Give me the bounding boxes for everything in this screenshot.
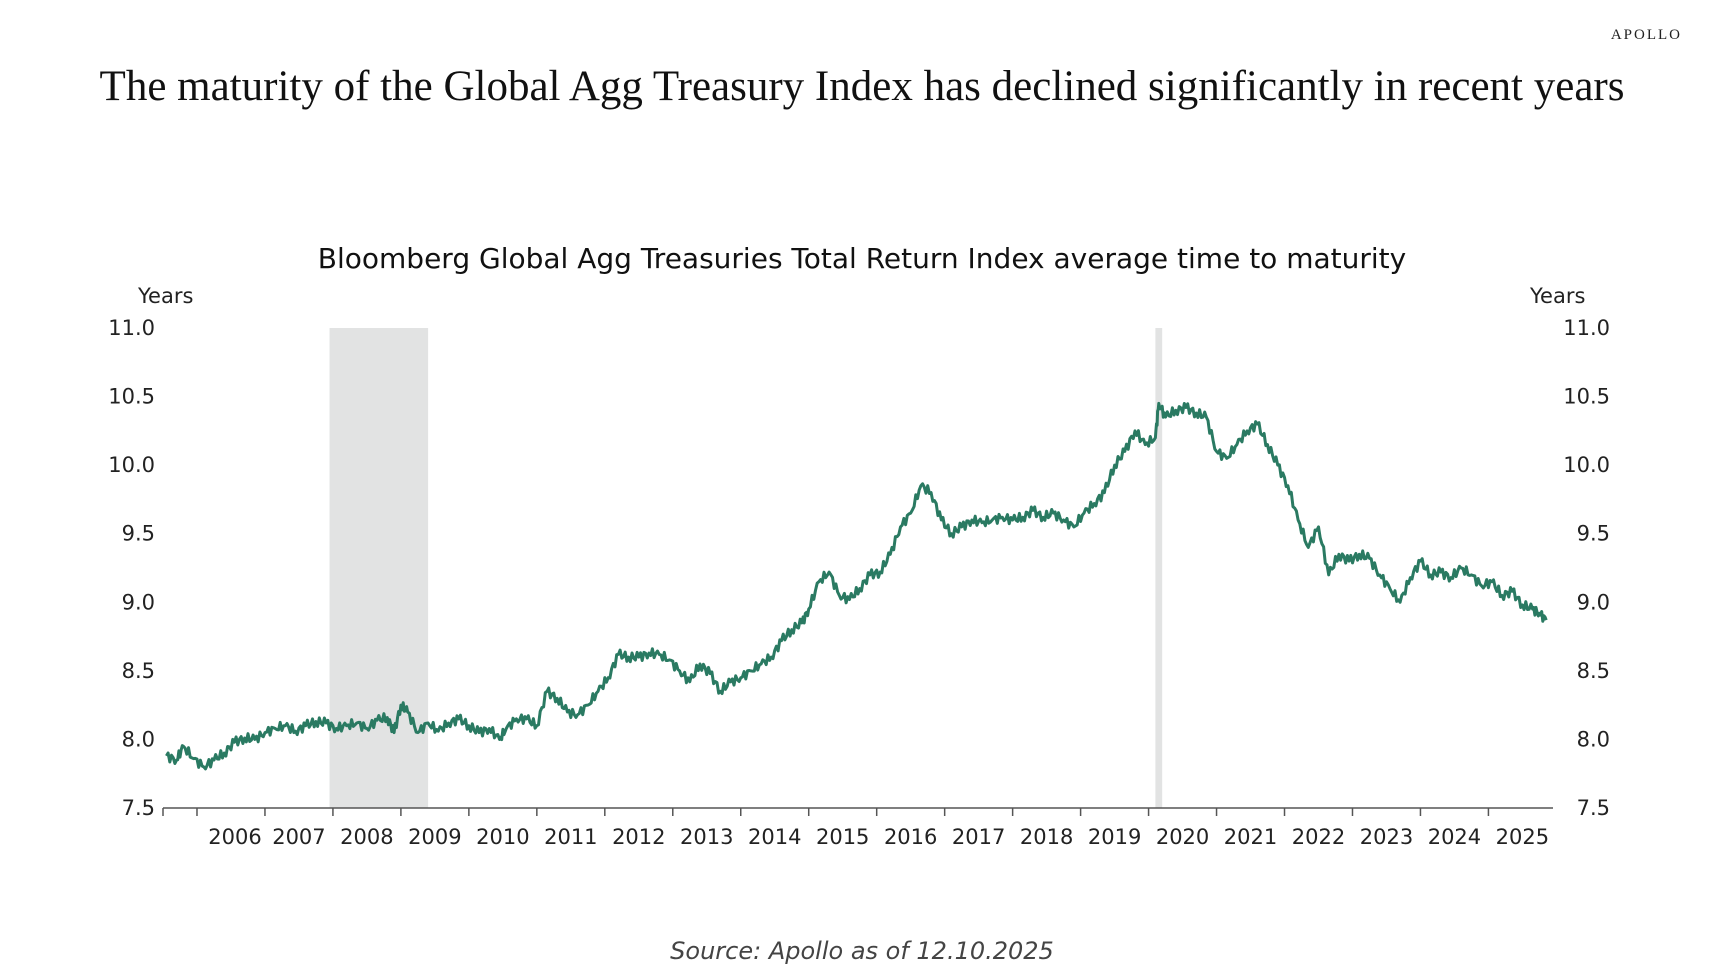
y-tick-label-left: 8.0	[122, 727, 155, 751]
x-axis-ticks: 2006 2007 2008 2009 2010 2011 2012 2013 2014 2015…	[162, 808, 1549, 849]
y-axis-label-right: Years	[1529, 284, 1585, 308]
x-tick-label: 2017	[952, 825, 1005, 849]
y-tick-label-right: 10.0	[1563, 453, 1610, 477]
x-tick-label: 2021	[1224, 825, 1277, 849]
chart-title: Bloomberg Global Agg Treasuries Total Re…	[318, 242, 1406, 275]
x-tick-label: 2022	[1292, 825, 1345, 849]
headline: The maturity of the Global Agg Treasury …	[99, 63, 1625, 110]
y-tick-labels-left: 7.5 8.0 8.5 9.0 9.5 10.0 10.5 11.0	[108, 316, 155, 820]
x-tick-label: 2014	[748, 825, 801, 849]
x-tick-label: 2015	[816, 825, 869, 849]
y-tick-label-right: 11.0	[1563, 316, 1610, 340]
y-tick-label-right: 8.5	[1577, 659, 1610, 683]
y-tick-label-left: 10.0	[108, 453, 155, 477]
x-tick-label: 2016	[884, 825, 937, 849]
y-tick-label-left: 9.5	[122, 522, 155, 546]
x-tick-label: 2008	[340, 825, 393, 849]
recession-band	[329, 328, 429, 808]
source-note: Source: Apollo as of 12.10.2025	[670, 937, 1054, 965]
y-tick-label-right: 9.5	[1577, 522, 1610, 546]
y-tick-label-left: 8.5	[122, 659, 155, 683]
recession-shading-group	[329, 328, 1163, 808]
y-tick-label-right: 9.0	[1577, 590, 1610, 614]
y-tick-label-left: 10.5	[108, 385, 155, 409]
x-tick-label: 2010	[476, 825, 529, 849]
x-tick-label: 2025	[1496, 825, 1549, 849]
y-axis-label-left: Years	[137, 284, 193, 308]
y-tick-label-right: 10.5	[1563, 385, 1610, 409]
x-tick-label: 2019	[1088, 825, 1141, 849]
y-tick-label-left: 9.0	[122, 590, 155, 614]
series-line-maturity	[165, 401, 1548, 771]
x-tick-label: 2013	[680, 825, 733, 849]
y-tick-label-left: 7.5	[122, 796, 155, 820]
x-tick-label: 2009	[408, 825, 461, 849]
brand-logo: APOLLO	[1610, 27, 1682, 43]
y-tick-label-right: 7.5	[1577, 796, 1610, 820]
x-tick-label: 2012	[612, 825, 665, 849]
x-tick-label: 2018	[1020, 825, 1073, 849]
y-tick-label-right: 8.0	[1577, 727, 1610, 751]
y-tick-label-left: 11.0	[108, 316, 155, 340]
x-tick-label: 2006	[208, 825, 261, 849]
x-tick-label: 2020	[1156, 825, 1209, 849]
x-tick-label: 2023	[1360, 825, 1413, 849]
x-tick-label: 2024	[1428, 825, 1481, 849]
y-tick-labels-right: 7.5 8.0 8.5 9.0 9.5 10.0 10.5 11.0	[1563, 316, 1610, 820]
recession-band	[1155, 328, 1163, 808]
x-tick-label: 2007	[272, 825, 325, 849]
x-tick-label: 2011	[544, 825, 597, 849]
